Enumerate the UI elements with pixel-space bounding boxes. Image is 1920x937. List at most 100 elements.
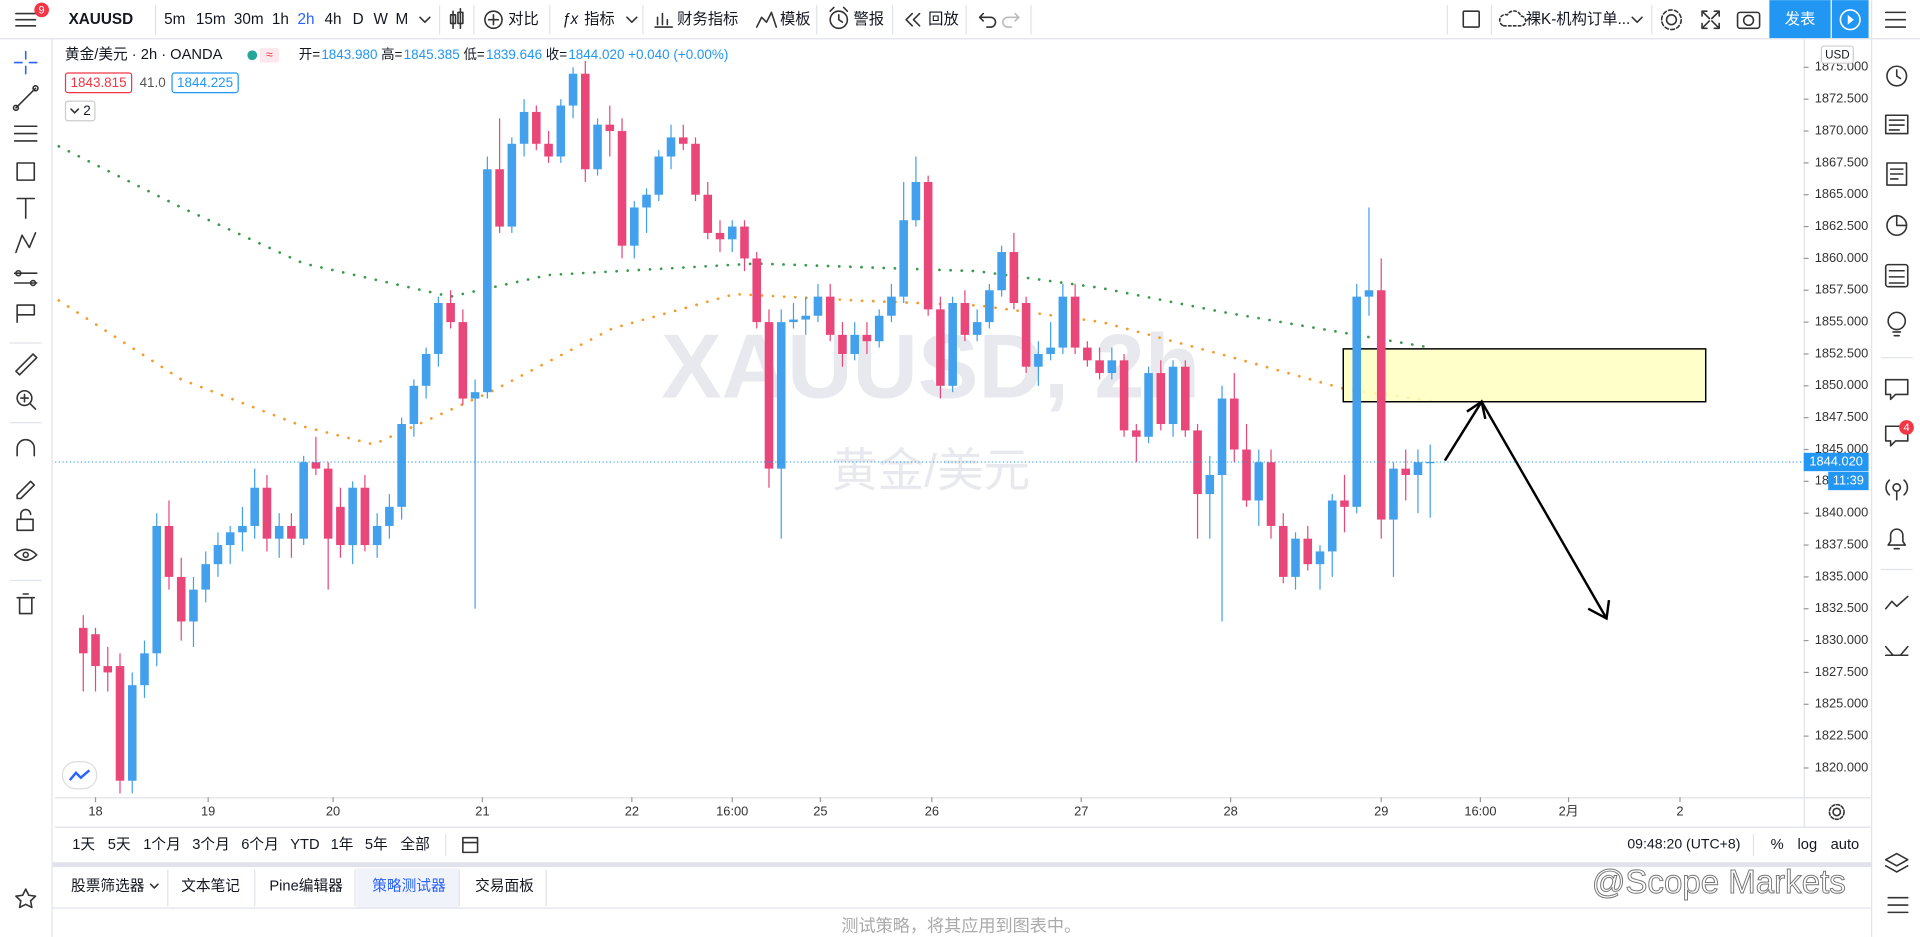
icon-tool[interactable] [16, 304, 36, 323]
watchlist-icon[interactable] [1884, 11, 1907, 28]
collapse-box[interactable] [64, 100, 96, 122]
undo-icon[interactable] [978, 12, 997, 28]
tab-active[interactable]: 策略测试器 [372, 878, 446, 895]
interval[interactable]: M [396, 11, 409, 28]
y-tick-label: 1847.500 [1815, 409, 1869, 424]
menu-icon[interactable] [15, 12, 37, 27]
percent-toggle[interactable]: % [1771, 837, 1784, 853]
tab[interactable]: 文本笔记 [181, 878, 240, 895]
interval[interactable]: 15m [196, 11, 226, 28]
templates[interactable]: 模板 [780, 10, 811, 28]
interval-active[interactable]: 2h [298, 11, 315, 28]
text-tool[interactable] [16, 197, 36, 219]
layout-checkbox[interactable] [1462, 10, 1480, 28]
alert[interactable]: 警报 [853, 11, 884, 28]
chevron[interactable] [1631, 16, 1643, 23]
y-tick-label: 1835.000 [1815, 568, 1869, 583]
lock-tool[interactable] [16, 508, 34, 532]
tab[interactable]: 交易面板 [475, 877, 534, 895]
currency-box[interactable] [1820, 45, 1854, 64]
goto-date-icon[interactable] [462, 836, 479, 854]
financials-icon[interactable] [654, 12, 674, 28]
depth-icon[interactable] [1884, 645, 1909, 657]
lightbulb-icon[interactable] [1887, 311, 1907, 337]
range[interactable]: 1天 [72, 837, 95, 853]
chart-type-icon[interactable] [449, 7, 464, 30]
magnet-tool[interactable] [16, 438, 36, 457]
axis-settings-icon[interactable] [1828, 803, 1845, 821]
zoom-tool[interactable] [16, 389, 37, 410]
favorite-tool[interactable] [15, 888, 37, 909]
trend-line-tool[interactable] [12, 85, 39, 112]
help-icon[interactable] [1887, 896, 1909, 914]
layout-name[interactable]: 裸K-机构订单... [1526, 11, 1631, 28]
measure-tool[interactable] [15, 353, 38, 376]
range[interactable]: 5天 [108, 837, 131, 853]
cloud-icon[interactable] [1498, 10, 1527, 27]
tab[interactable]: Pine编辑器 [269, 878, 343, 895]
range[interactable]: 全部 [400, 835, 429, 853]
hide-tool[interactable] [13, 548, 38, 562]
candle-body [1095, 360, 1104, 374]
alert-icon[interactable] [829, 6, 849, 30]
chevron[interactable] [419, 16, 431, 23]
currency[interactable]: USD [1825, 48, 1850, 61]
settings-icon[interactable] [1660, 9, 1683, 31]
range[interactable]: 5年 [365, 836, 388, 853]
shape-tool[interactable] [16, 162, 36, 181]
interval[interactable]: 1h [272, 11, 289, 28]
interval[interactable]: D [353, 11, 364, 28]
legend-symbol[interactable]: 黄金/美元 · 2h · OANDA [65, 46, 223, 63]
hotlist-icon[interactable] [1886, 162, 1908, 186]
range[interactable]: 3个月 [192, 836, 230, 853]
draw-mode-tool[interactable] [16, 480, 36, 500]
auto-toggle[interactable]: auto [1831, 837, 1860, 853]
range[interactable]: 1个月 [143, 836, 181, 853]
delete-tool[interactable] [16, 593, 36, 615]
fx-icon[interactable]: ƒx [562, 11, 580, 28]
publish-label: 发表 [1785, 11, 1816, 28]
replay[interactable]: 回放 [928, 11, 959, 28]
stream-icon[interactable] [1885, 479, 1909, 501]
templates-icon[interactable] [755, 11, 778, 28]
interval[interactable]: W [373, 11, 388, 28]
layers-icon[interactable] [1884, 852, 1909, 873]
y-tick-label: 1862.500 [1815, 218, 1869, 233]
badge-count: 9 [39, 4, 45, 16]
publish-button[interactable] [1769, 0, 1831, 39]
financials[interactable]: 财务指标 [677, 11, 738, 28]
range[interactable]: 1年 [331, 836, 354, 853]
crosshair-tool[interactable] [13, 50, 38, 75]
redo-icon[interactable] [1002, 12, 1020, 28]
interval[interactable]: 5m [164, 11, 185, 28]
interval[interactable]: 4h [324, 11, 341, 28]
range[interactable]: 6个月 [241, 836, 279, 853]
chevron[interactable] [626, 16, 638, 23]
news-icon[interactable] [1884, 114, 1909, 135]
candle-body [1021, 303, 1031, 367]
fib-tool[interactable] [13, 125, 38, 142]
alerts-icon[interactable] [1886, 65, 1908, 87]
trading-icon[interactable] [1884, 595, 1909, 610]
log-toggle[interactable]: log [1798, 837, 1818, 853]
notification-icon[interactable] [1887, 528, 1907, 550]
calendar-icon[interactable] [1886, 214, 1908, 237]
interval[interactable]: 30m [234, 11, 264, 28]
chat-icon[interactable] [1884, 378, 1909, 401]
chevron[interactable] [149, 883, 159, 889]
replay-icon[interactable] [905, 12, 921, 27]
candle-body [238, 525, 247, 533]
range[interactable]: YTD [290, 837, 319, 853]
splitter[interactable] [52, 862, 1872, 868]
snapshot-icon[interactable] [1736, 11, 1761, 30]
fullscreen-icon[interactable] [1701, 10, 1720, 30]
ideas-icon[interactable] [1884, 263, 1909, 288]
indicators[interactable]: 指标 [584, 11, 615, 28]
compare-icon[interactable] [484, 10, 503, 30]
prediction-tool[interactable] [13, 269, 38, 287]
pattern-tool[interactable] [15, 231, 37, 254]
tab[interactable]: 股票筛选器 [71, 878, 145, 895]
symbol[interactable]: XAUUSD [69, 11, 134, 28]
compare[interactable]: 对比 [508, 11, 539, 28]
candle-body [385, 506, 394, 526]
